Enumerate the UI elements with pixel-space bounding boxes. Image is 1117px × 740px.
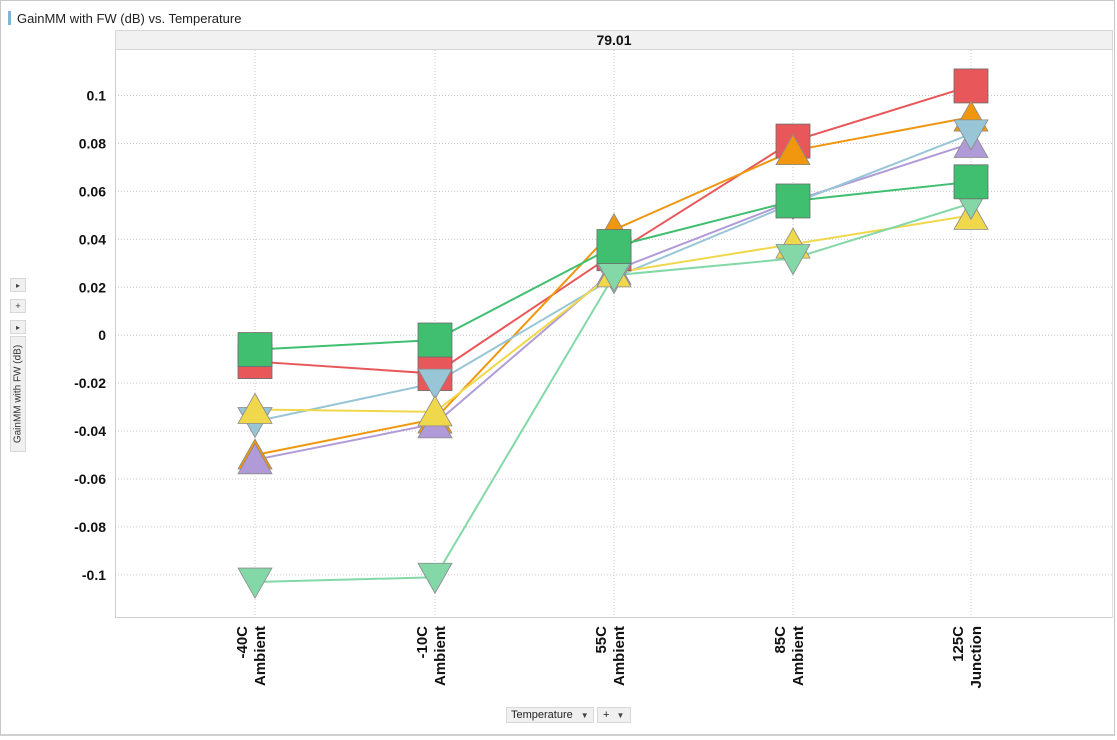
y-tick-label: 0.08 xyxy=(79,135,106,151)
x-tick-label: 55C xyxy=(593,626,610,654)
y-tick-label: 0.06 xyxy=(79,183,106,199)
y-tick-labels: 0.1 0.08 0.06 0.04 0.02 0 -0.02 -0.04 -0.06 -0.08… xyxy=(74,88,106,583)
data-point-green xyxy=(237,332,273,367)
y-tick-label: -0.06 xyxy=(74,471,106,487)
y-tick-label: 0.04 xyxy=(79,231,106,247)
panel-header: 79.01 xyxy=(115,30,1113,50)
chevron-down-icon: ▼ xyxy=(580,710,589,720)
y-axis-selector[interactable]: GainMM with FW (dB) xyxy=(10,336,26,452)
data-point-lightblue xyxy=(953,119,989,151)
y-tick-label: -0.02 xyxy=(74,375,106,391)
data-point-orange xyxy=(775,133,811,166)
y-axis-menu-button[interactable]: ▸ xyxy=(10,320,26,334)
x-axis-control: Temperature ▼ + ▼ xyxy=(506,707,631,724)
triangle-right-icon: ▸ xyxy=(15,322,20,332)
data-point-lightgreen xyxy=(237,567,273,599)
y-axis-label: GainMM with FW (dB) xyxy=(12,344,24,444)
add-label: + xyxy=(15,301,21,311)
x-tick-label: Junction xyxy=(968,626,985,689)
data-point-lightgreen xyxy=(417,562,453,595)
data-point-lightblue xyxy=(417,368,453,400)
chevron-down-icon: ▼ xyxy=(616,710,625,720)
series-markers xyxy=(237,68,989,599)
data-point-green xyxy=(775,183,811,219)
x-tick-label: -10C xyxy=(414,626,431,659)
series-lines xyxy=(254,84,972,584)
panel-label: 79.01 xyxy=(596,32,632,48)
x-tick-label: 125C xyxy=(950,626,967,662)
x-tick-label: Ambient xyxy=(790,626,807,686)
y-tick-label: -0.04 xyxy=(74,423,106,439)
x-tick-label: Ambient xyxy=(252,626,269,686)
x-tick-label: Ambient xyxy=(432,626,449,686)
triangle-right-icon: ▸ xyxy=(15,280,20,290)
y-tick-label: 0.02 xyxy=(79,279,106,295)
add-label: + xyxy=(603,709,610,721)
y-axis-add-button[interactable]: + xyxy=(10,299,26,313)
x-tick-label: 85C xyxy=(772,626,789,654)
data-point-purple xyxy=(237,443,273,475)
y-tick-label: 0.1 xyxy=(87,88,107,104)
x-tick-label: Ambient xyxy=(611,626,628,686)
data-point-yellow xyxy=(237,392,273,424)
data-point-green xyxy=(953,164,989,200)
y-tick-label: 0 xyxy=(98,327,106,343)
y-tick-label: -0.08 xyxy=(74,519,106,535)
x-axis-add-button[interactable]: + ▼ xyxy=(596,707,631,723)
x-axis-label: Temperature xyxy=(511,709,573,721)
x-axis-selector[interactable]: Temperature ▼ xyxy=(506,707,594,723)
data-point-green xyxy=(417,322,453,358)
data-point-yellow xyxy=(417,395,453,427)
y-axis-expand-button[interactable]: ▸ xyxy=(10,278,26,292)
y-axis-control: ▸ + ▸ GainMM with FW (dB) xyxy=(10,278,27,452)
data-point-lightgreen xyxy=(775,244,811,276)
chart-title: GainMM with FW (dB) vs. Temperature xyxy=(17,10,242,26)
x-tick-labels: -40C Ambient -10C Ambient 55C Ambient 85C Ambie… xyxy=(234,626,985,689)
chart-title-bar: GainMM with FW (dB) vs. Temperature xyxy=(8,9,241,27)
title-accent-bar xyxy=(8,11,11,25)
y-tick-label: -0.1 xyxy=(82,567,106,583)
x-tick-label: -40C xyxy=(234,626,251,659)
data-point-red xyxy=(953,68,989,104)
data-point-green xyxy=(596,229,632,264)
